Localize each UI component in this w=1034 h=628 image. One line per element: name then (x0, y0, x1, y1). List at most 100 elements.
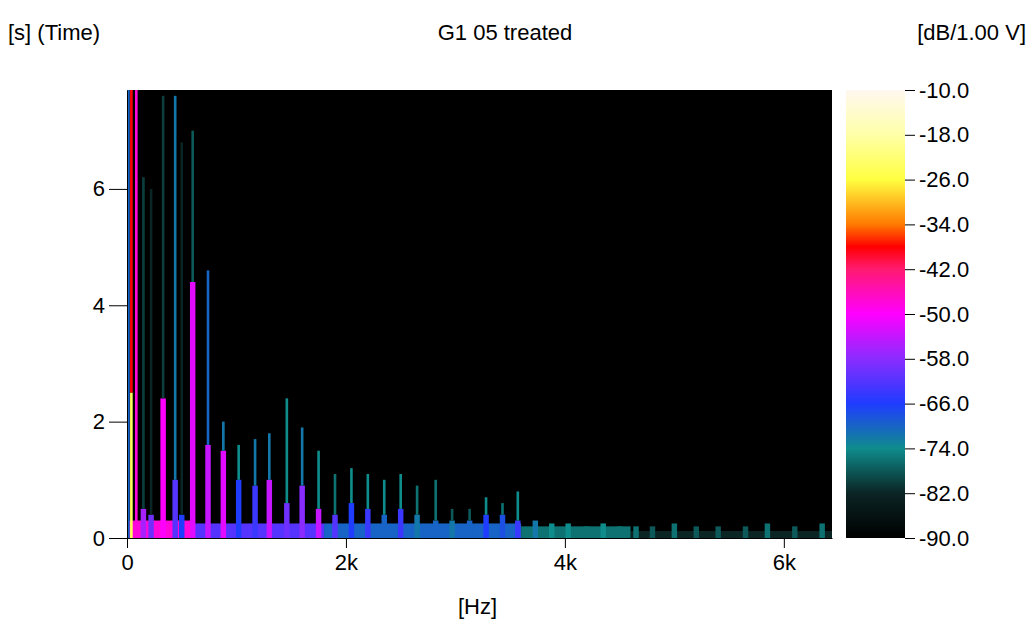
tick-label: -42.0 (919, 257, 969, 282)
tick-label: 2k (335, 550, 359, 575)
cell (449, 521, 454, 538)
tick: -66.0 (905, 391, 969, 416)
tick-label: -74.0 (919, 436, 969, 461)
cell (672, 523, 677, 538)
tick-mark (905, 90, 915, 91)
cell (451, 509, 454, 521)
cell (130, 90, 133, 393)
tick: 2k (335, 538, 359, 575)
tick-mark (109, 305, 127, 306)
tick: 4 (93, 293, 127, 318)
cell (237, 445, 240, 480)
tick-mark (905, 404, 915, 405)
tick-label: 4k (554, 550, 578, 575)
tick-label: 4 (93, 293, 105, 318)
tick-mark (905, 359, 915, 360)
tick-mark (905, 448, 915, 449)
colorbar-label: [dB/1.00 V] (917, 20, 1026, 45)
cell (267, 480, 272, 538)
tick-mark (905, 135, 915, 136)
cell (743, 526, 748, 538)
y-label: [s] (Time) (8, 20, 100, 45)
cell (434, 480, 437, 521)
cell (254, 439, 257, 486)
tick-label: -26.0 (919, 167, 969, 192)
cell (207, 270, 210, 445)
tick-label: 0 (121, 550, 133, 575)
cell (650, 526, 655, 538)
cell (485, 497, 488, 514)
cell (317, 451, 320, 509)
tick: -58.0 (905, 346, 969, 371)
cells (127, 90, 832, 538)
cell (127, 90, 130, 538)
cell (316, 509, 321, 538)
cell (174, 96, 177, 480)
tick: 0 (93, 526, 127, 551)
tick: 0 (121, 538, 133, 575)
cell (792, 526, 797, 538)
cell (180, 142, 183, 514)
colorbar (846, 90, 905, 538)
x-label: [Hz] (458, 594, 497, 619)
cell (715, 526, 720, 538)
tick-label: 6k (773, 550, 797, 575)
axis-line (128, 538, 833, 539)
tick-label: -18.0 (919, 122, 969, 147)
tick-mark (905, 269, 915, 270)
plot-background (127, 90, 832, 538)
x-axis: 0 2k 4k 6k (121, 538, 832, 575)
tick: 6 (93, 176, 127, 201)
cell (617, 526, 622, 538)
cell (162, 96, 165, 399)
cell (141, 509, 146, 538)
tick-mark (346, 538, 347, 548)
cell (252, 486, 257, 538)
colorbar-axis: -10.0-18.0-26.0-34.0-42.0-50.0-58.0-66.0… (905, 78, 969, 551)
tick: 4k (554, 538, 578, 575)
cell (142, 177, 145, 509)
cell (130, 393, 133, 538)
tick-label: -34.0 (919, 212, 969, 237)
cell (365, 509, 370, 538)
cell (191, 131, 194, 282)
cell (549, 523, 554, 538)
cell (332, 515, 337, 538)
tick: -50.0 (905, 302, 969, 327)
cell (222, 422, 225, 451)
cell (268, 433, 271, 480)
cell (172, 480, 177, 538)
tick-mark (905, 180, 915, 181)
cell (517, 491, 520, 520)
tick-label: 2 (93, 409, 105, 434)
tick-mark (127, 538, 128, 548)
tick-mark (905, 493, 915, 494)
cell (150, 189, 153, 515)
axis-line (127, 91, 128, 539)
cell (301, 427, 304, 485)
tick: -34.0 (905, 212, 969, 237)
cell (433, 521, 438, 538)
cell (221, 451, 226, 538)
cell (367, 474, 370, 509)
tick-mark (905, 538, 915, 539)
cell (416, 486, 419, 515)
cell (190, 282, 195, 538)
chart: 02k4k6k0246-10.0-18.0-26.0-34.0-42.0-50.… (0, 0, 1034, 628)
cell (382, 515, 387, 538)
cell (765, 523, 770, 538)
cell (383, 480, 386, 515)
cell (286, 398, 289, 503)
tick-label: 6 (93, 176, 105, 201)
cell (483, 515, 488, 538)
tick: -42.0 (905, 257, 969, 282)
cell (631, 531, 832, 538)
cell (515, 521, 520, 538)
cell (236, 480, 241, 538)
tick-label: -50.0 (919, 302, 969, 327)
tick-label: -82.0 (919, 481, 969, 506)
cell (501, 503, 504, 515)
tick-label: -66.0 (919, 391, 969, 416)
cell (350, 468, 353, 503)
tick: 6k (773, 538, 797, 575)
